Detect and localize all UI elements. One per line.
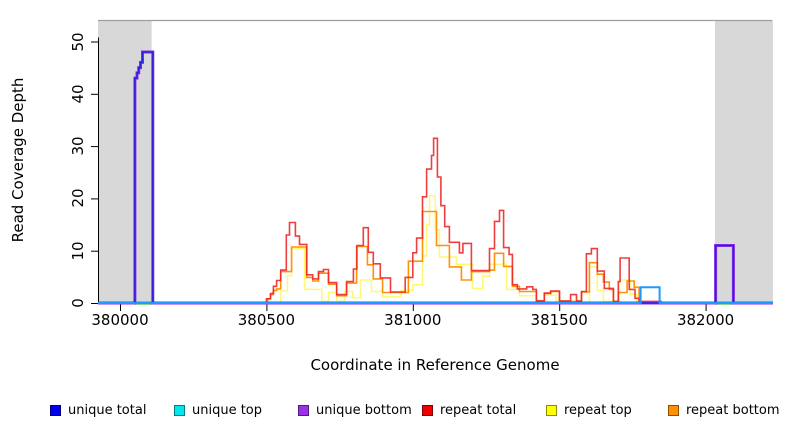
masked-region — [714, 20, 773, 303]
series-unique-total-line — [98, 51, 773, 304]
x-tick-label: 381000 — [384, 311, 442, 329]
y-tick-label: 0 — [69, 298, 87, 308]
masked-region — [98, 20, 152, 303]
y-tick-label: 40 — [69, 84, 87, 104]
series-unique-bottom-line — [98, 50, 773, 305]
y-tick-label: 20 — [69, 188, 87, 208]
series-unique-top-line — [98, 286, 773, 304]
x-tick-label: 382000 — [676, 311, 735, 329]
x-tick-label: 381500 — [530, 311, 588, 329]
y-tick-label: 50 — [69, 31, 87, 52]
x-tick-label: 380000 — [91, 311, 149, 329]
y-tick-label: 10 — [69, 241, 87, 261]
x-tick-label: 380500 — [237, 311, 296, 329]
x-axis-title: Coordinate in Reference Genome — [310, 356, 560, 374]
series-repeat-total-line — [98, 137, 773, 304]
y-axis-title: Read Coverage Depth — [9, 77, 27, 243]
y-tick-label: 30 — [69, 136, 87, 156]
